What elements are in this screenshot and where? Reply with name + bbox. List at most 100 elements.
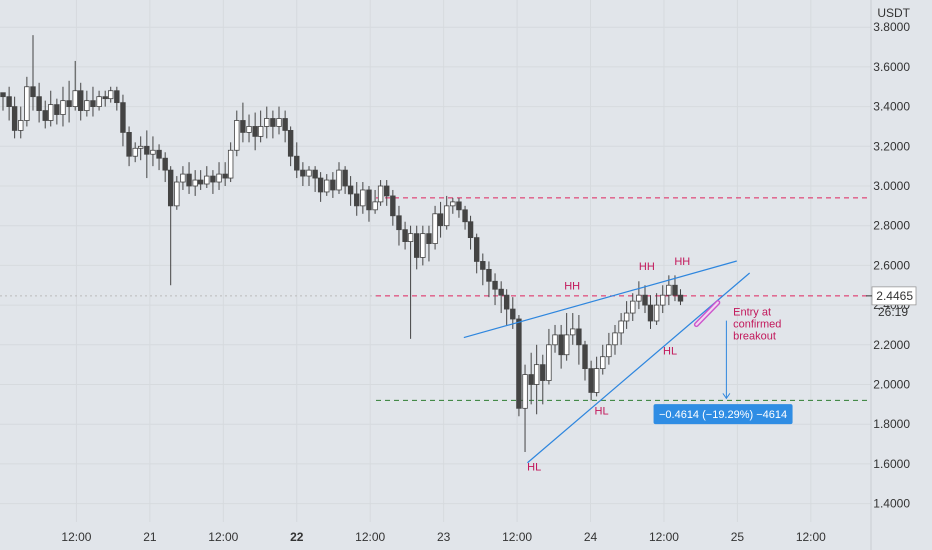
wedge-upper-trendline [463,260,737,339]
y-tick-label: 3.8000 [873,20,910,34]
bullish-candle [234,120,240,151]
bearish-candle [126,132,132,157]
bullish-candle [660,294,666,306]
x-tick-label: 21 [143,530,157,544]
bearish-candle [384,185,390,197]
bearish-candle [467,221,474,239]
bearish-candle [0,92,6,98]
bearish-candle [342,169,348,187]
bearish-candle [114,90,120,104]
bullish-candle [96,96,102,108]
bullish-candle [150,149,156,155]
bearish-candle [492,280,498,290]
current-price-label: 2.4465 [876,289,913,303]
bearish-candle [282,118,288,131]
price-axis[interactable]: 3.8000 3.6000 3.4000 3.2000 3.0000 2.8000 2.60… [866,20,917,511]
bearish-candle [42,110,48,121]
y-tick-label: 3.0000 [873,179,910,193]
bearish-candle [90,100,96,107]
bullish-candle [443,205,450,227]
bearish-candle [102,96,108,100]
bearish-candle [510,308,516,320]
bullish-candle [570,328,576,336]
bullish-candle [324,179,330,193]
measure-arrow-head [722,393,731,400]
bearish-candle [120,102,126,133]
bullish-candle [593,368,600,393]
bearish-candle [300,169,306,177]
bullish-candle [18,120,24,131]
bearish-candle [390,195,396,217]
x-tick-label: 12:00 [649,530,679,544]
x-tick-label: 25 [731,530,745,544]
entry-highlight-inner [695,301,719,326]
bearish-candle [582,344,588,370]
bearish-candle [672,284,678,296]
bullish-candle [246,126,252,133]
x-tick-label: 12:00 [796,530,826,544]
bullish-candle [600,356,606,370]
bearish-candle [354,193,360,207]
bearish-candle [503,294,510,310]
bearish-candle [270,118,276,127]
bullish-candle [533,364,540,385]
bearish-candle [540,364,546,381]
bearish-candle [66,100,72,107]
bullish-candle [108,90,114,100]
bullish-candle [137,145,144,149]
bearish-candle [54,104,60,115]
time-axis[interactable]: 12:00 21 12:00 22 12:00 23 12:00 24 12:00 25 12:00 [61,530,826,544]
bullish-candle [546,344,552,381]
bearish-candle [677,294,684,302]
bearish-candle [473,237,480,262]
bullish-candle [180,173,186,183]
bullish-candle [360,189,366,207]
bearish-candle [78,90,84,111]
bearish-candle [456,201,462,211]
bearish-candle [437,213,444,227]
bearish-candle [317,177,324,193]
bullish-candle [420,233,426,258]
entry-annotation-text: breakout [733,331,776,343]
bullish-candle [336,169,342,191]
bullish-candle [666,284,672,296]
x-tick-label: 22 [290,530,304,544]
bearish-candle [528,374,534,385]
y-tick-label: 1.4000 [873,497,910,511]
x-tick-label: 24 [584,530,598,544]
candlestick-series [0,35,684,452]
bearish-candle [11,106,18,131]
bearish-candle [347,185,354,195]
y-tick-label: 2.0000 [873,378,910,392]
bearish-candle [642,294,648,306]
entry-annotation-text: Entry at [733,307,771,319]
y-tick-label: 3.2000 [873,139,910,153]
bullish-candle [432,213,438,244]
bearish-candle [486,268,492,282]
higher-low-label: HL [595,405,609,417]
bearish-candle [36,96,42,111]
bullish-candle [407,233,414,242]
entry-annotation-text: confirmed [733,319,781,331]
bullish-candle [306,169,312,177]
bullish-candle [552,334,558,346]
bullish-candle [84,100,90,111]
bearish-candle [426,233,432,244]
bullish-candle [132,147,138,157]
higher-low-label: HL [663,345,677,357]
x-tick-label: 12:00 [208,530,238,544]
measure-label-text: −0.4614 (−19.29%) −4614 [659,409,787,421]
bearish-candle [167,169,174,207]
bearish-candle [156,149,162,159]
higher-high-label: HH [639,261,655,273]
bearish-candle [294,155,300,171]
currency-label: USDT [877,6,910,20]
measure-label-box [653,404,793,425]
bullish-candle [227,149,234,179]
bearish-candle [162,157,168,171]
gridlines [0,0,871,522]
bullish-candle [174,181,180,207]
bearish-candle [402,229,408,242]
